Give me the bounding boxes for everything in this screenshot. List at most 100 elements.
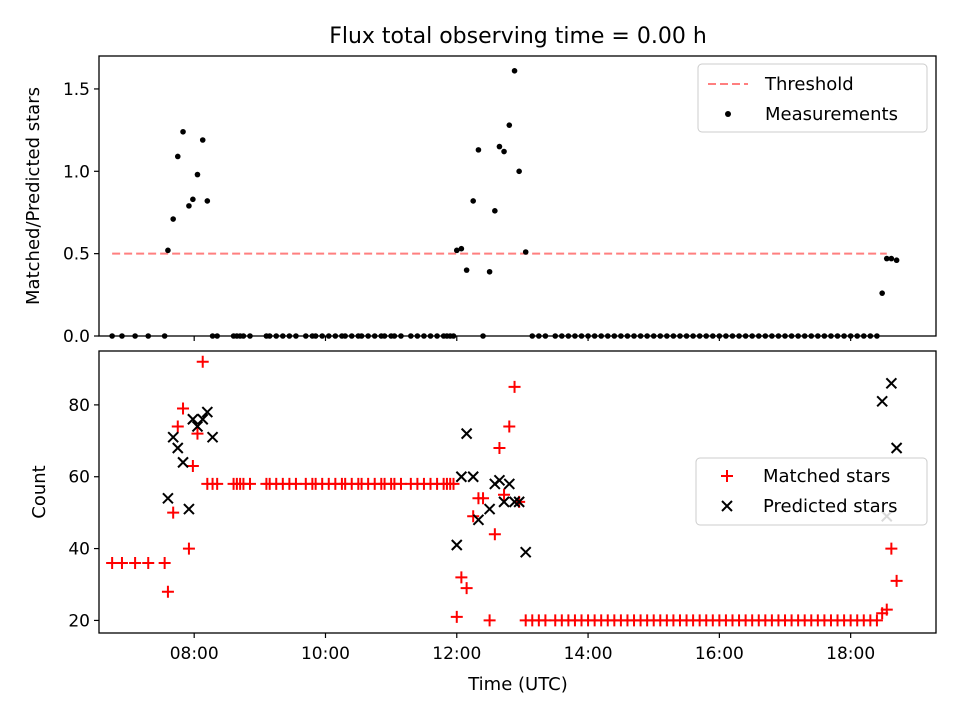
- counts-panel: Count Time (UTC) 20 40 60 80 08:00 10:00 12:0…: [29, 350, 937, 695]
- predicted-star-point: [162, 492, 174, 504]
- matched-star-point: [467, 510, 480, 523]
- measurement-point: [492, 208, 498, 214]
- matched-star-point: [870, 614, 883, 627]
- matched-star-point: [477, 492, 490, 505]
- ratio-yticks: 0.0 0.5 1.0 1.5: [63, 80, 99, 347]
- counts-axes-frame: [98, 350, 937, 634]
- counts-xtick-label: 18:00: [826, 644, 875, 664]
- chart-title: Flux total observing time = 0.00 h: [329, 24, 707, 49]
- ratio-axes-frame: [98, 55, 937, 337]
- predicted-star-point: [467, 471, 479, 483]
- measurement-point: [501, 148, 507, 155]
- measurement-point: [463, 267, 470, 273]
- counts-ytick-label: 60: [68, 468, 90, 488]
- counts-legend-box: [695, 457, 928, 526]
- measurement-point: [506, 122, 513, 128]
- legend-predicted-label: Predicted stars: [763, 496, 897, 517]
- matched-star-point: [880, 603, 893, 616]
- measurement-point: [883, 255, 890, 262]
- predicted-star-point: [503, 478, 516, 490]
- measurement-point: [190, 196, 196, 203]
- matched-star-point: [450, 610, 463, 623]
- predicted-star-point: [187, 413, 199, 425]
- legend-measurements-label: Measurements: [765, 104, 898, 125]
- predicted-star-point: [876, 395, 888, 408]
- measurement-point: [496, 143, 503, 150]
- ratio-ytick-label: 1.0: [63, 162, 90, 182]
- counts-ytick-label: 20: [68, 611, 90, 631]
- matched-star-point: [177, 402, 190, 415]
- counts-xlabel: Time (UTC): [467, 674, 568, 695]
- matched-star-point: [129, 556, 142, 569]
- matched-star-point: [503, 420, 516, 433]
- matched-star-point: [191, 427, 204, 440]
- ratio-ytick-label: 0.5: [63, 245, 90, 265]
- predicted-star-point: [183, 503, 195, 515]
- ratio-panel: Matched/Predicted stars 0.0 0.5 1.0 1.5 Thr…: [23, 55, 937, 347]
- measurement-point: [486, 268, 493, 275]
- matched-star-point: [483, 614, 496, 627]
- ratio-ytick-label: 1.5: [63, 80, 90, 100]
- measurement-point: [893, 257, 900, 264]
- ratio-ylabel: Matched/Predicted stars: [23, 87, 44, 305]
- counts-marks: [106, 355, 903, 627]
- matched-star-point: [243, 477, 256, 490]
- matched-star-point: [460, 582, 473, 595]
- predicted-star-point: [890, 442, 903, 454]
- matched-star-point: [890, 574, 903, 587]
- measurement-point: [516, 168, 522, 175]
- ratio-legend: Threshold Measurements: [697, 63, 928, 133]
- predicted-star-point: [483, 503, 496, 515]
- matched-star-point: [142, 556, 155, 569]
- measurement-point: [204, 198, 211, 204]
- matched-star-point: [498, 488, 511, 501]
- matched-star-point: [196, 355, 209, 368]
- predicted-star-point: [206, 431, 219, 443]
- measurement-point: [511, 68, 518, 74]
- matched-star-point: [455, 571, 468, 584]
- measurement-point: [194, 171, 201, 178]
- measurement-point: [170, 216, 176, 222]
- measurement-point: [180, 128, 186, 135]
- matched-star-point: [508, 380, 521, 393]
- matched-star-point: [493, 441, 506, 454]
- measurement-point: [522, 249, 529, 255]
- predicted-star-point: [508, 496, 521, 508]
- counts-xtick-label: 14:00: [564, 644, 613, 664]
- counts-ylabel: Count: [29, 465, 50, 518]
- measurement-point: [174, 153, 181, 160]
- ratio-legend-box: [697, 63, 928, 133]
- matched-star-point: [488, 528, 501, 541]
- matched-star-point: [167, 506, 180, 519]
- legend-measurements-swatch: [725, 111, 731, 117]
- predicted-star-point: [460, 427, 473, 440]
- matched-star-point: [158, 556, 171, 569]
- measurement-point: [453, 247, 460, 254]
- measurement-point: [165, 247, 171, 254]
- predicted-star-point: [177, 456, 189, 469]
- predicted-star-point: [197, 413, 209, 425]
- predicted-star-point: [451, 539, 463, 551]
- counts-yticks: 20 40 60 80: [68, 396, 99, 631]
- predicted-star-point: [513, 496, 525, 508]
- measurement-point: [470, 198, 476, 204]
- matched-star-point: [885, 542, 898, 555]
- matched-star-point: [182, 542, 195, 555]
- matched-star-point: [186, 459, 199, 472]
- legend-threshold-label: Threshold: [764, 74, 854, 95]
- counts-ytick-label: 80: [68, 396, 90, 416]
- legend-matched-label: Matched stars: [763, 466, 890, 487]
- measurement-point: [888, 255, 895, 262]
- predicted-star-point: [519, 546, 532, 558]
- predicted-star-point: [472, 514, 485, 526]
- predicted-star-point: [191, 420, 204, 433]
- measurement-point: [475, 147, 482, 153]
- predicted-star-point: [493, 474, 506, 487]
- counts-xticks: 08:00 10:00 12:00 14:00 16:00 18:00: [170, 633, 875, 664]
- counts-xtick-label: 10:00: [301, 644, 350, 664]
- predicted-star-point: [885, 377, 898, 390]
- predicted-star-point: [167, 431, 179, 443]
- predicted-star-point: [498, 496, 510, 508]
- counts-xtick-label: 08:00: [170, 644, 219, 664]
